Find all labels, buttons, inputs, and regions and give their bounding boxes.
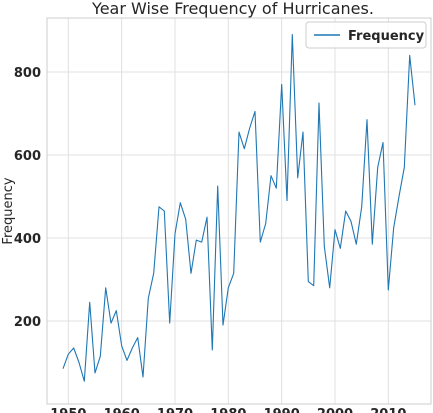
x-tick-label: 2010 <box>370 407 406 413</box>
chart-title: Year Wise Frequency of Hurricanes. <box>91 0 374 18</box>
y-tick-label: 600 <box>14 149 41 164</box>
y-tick-label: 800 <box>14 66 41 81</box>
series-line-frequency <box>62 34 416 382</box>
legend: Frequency <box>305 21 427 49</box>
x-tick-label: 2000 <box>317 407 353 413</box>
x-tick-label: 1970 <box>157 407 193 413</box>
ticks-layer: 200 400 600 800 1950 1960 1970 1980 1990 2000 2010 <box>14 66 407 413</box>
y-tick-label: 400 <box>14 232 41 247</box>
series-layer <box>62 34 416 382</box>
y-tick-label: 200 <box>14 315 41 330</box>
legend-label: Frequency <box>348 29 425 44</box>
x-tick-label: 1990 <box>264 407 300 413</box>
y-axis-label: Frequency <box>1 177 16 244</box>
grid-layer <box>47 18 431 404</box>
legend-box <box>305 21 427 49</box>
x-tick-label: 1960 <box>104 407 140 413</box>
plot-area <box>46 17 432 405</box>
x-tick-label: 1980 <box>210 407 246 413</box>
x-tick-label: 1950 <box>50 407 86 413</box>
